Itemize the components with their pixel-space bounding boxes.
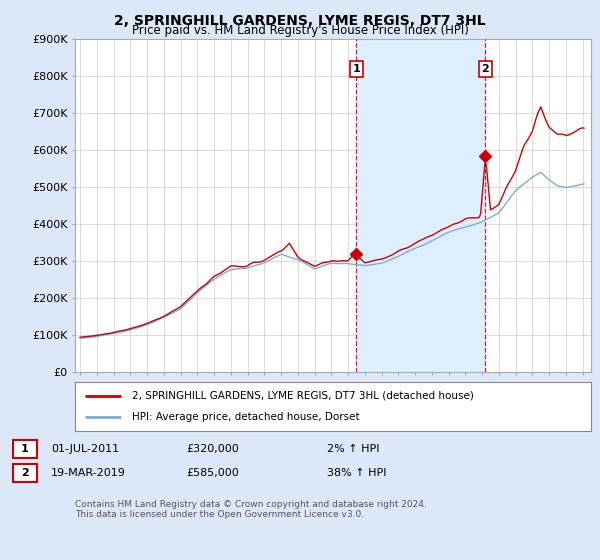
- Text: £320,000: £320,000: [186, 444, 239, 454]
- Text: 38% ↑ HPI: 38% ↑ HPI: [327, 468, 386, 478]
- Text: 2, SPRINGHILL GARDENS, LYME REGIS, DT7 3HL (detached house): 2, SPRINGHILL GARDENS, LYME REGIS, DT7 3…: [132, 391, 473, 401]
- Text: 01-JUL-2011: 01-JUL-2011: [51, 444, 119, 454]
- Text: 1: 1: [353, 64, 361, 74]
- Text: 2% ↑ HPI: 2% ↑ HPI: [327, 444, 380, 454]
- Text: £585,000: £585,000: [186, 468, 239, 478]
- Bar: [356, 39, 485, 372]
- Text: 2: 2: [482, 64, 490, 74]
- Text: 2, SPRINGHILL GARDENS, LYME REGIS, DT7 3HL: 2, SPRINGHILL GARDENS, LYME REGIS, DT7 3…: [114, 14, 486, 28]
- Text: Contains HM Land Registry data © Crown copyright and database right 2024.
This d: Contains HM Land Registry data © Crown c…: [75, 500, 427, 519]
- Text: 1: 1: [21, 444, 28, 454]
- Text: 2: 2: [21, 468, 28, 478]
- Text: 19-MAR-2019: 19-MAR-2019: [51, 468, 126, 478]
- Text: HPI: Average price, detached house, Dorset: HPI: Average price, detached house, Dors…: [132, 412, 359, 422]
- Text: Price paid vs. HM Land Registry's House Price Index (HPI): Price paid vs. HM Land Registry's House …: [131, 24, 469, 37]
